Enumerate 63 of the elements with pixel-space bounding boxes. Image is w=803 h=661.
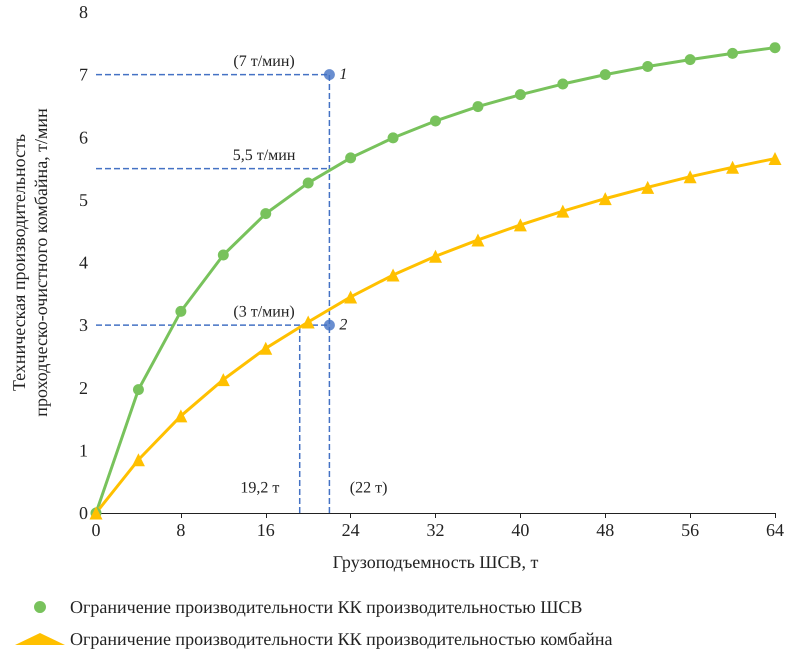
y-tick-label: 7 <box>79 64 88 85</box>
x-tick-label: 8 <box>176 520 186 540</box>
ref-line-label: (7 т/мин) <box>233 53 295 70</box>
point <box>386 268 400 282</box>
point <box>324 69 335 80</box>
point <box>174 409 188 422</box>
point <box>302 315 315 328</box>
point <box>175 306 186 317</box>
point <box>259 342 272 355</box>
y-tick-label: 5 <box>79 190 88 210</box>
x-tick-label: 24 <box>342 520 360 540</box>
point <box>556 204 570 218</box>
point <box>726 160 740 174</box>
x-axis-title: Грузоподъемность ШСВ, т <box>332 552 538 572</box>
ref-line-label: (3 т/мин) <box>233 304 295 321</box>
y-tick-label: 6 <box>79 127 88 148</box>
point <box>471 233 484 246</box>
point <box>641 180 654 194</box>
point <box>514 218 527 232</box>
point <box>472 101 484 112</box>
x-tick-label: 56 <box>681 520 700 540</box>
y-tick-label: 8 <box>79 2 88 22</box>
y-tick-label: 1 <box>79 440 88 460</box>
y-tick-label: 2 <box>79 378 88 398</box>
point <box>514 89 526 100</box>
point <box>684 170 697 184</box>
ref-line-label: (22 т) <box>350 479 388 496</box>
point <box>557 78 568 90</box>
point <box>768 152 782 166</box>
y-axis-title: Техническая производительность проходческо-очистного комбайна, т/мин <box>9 108 51 417</box>
annotation: 1 <box>339 66 348 84</box>
point <box>727 48 738 59</box>
point <box>302 177 314 188</box>
x-tick-label: 40 <box>511 520 530 540</box>
legend-label: Ограничение производительности КК производительностью комбайна <box>70 629 613 649</box>
point <box>600 69 611 80</box>
point <box>598 192 612 206</box>
point <box>429 250 442 263</box>
x-tick-label: 16 <box>256 520 275 540</box>
legend-label: Ограничение производительности КК производительностью ШСВ <box>70 597 582 617</box>
annotation: 2 <box>339 316 348 334</box>
point <box>132 384 144 396</box>
y-tick-label: 4 <box>79 252 88 272</box>
y-tick-label: 0 <box>79 503 88 523</box>
point <box>684 54 696 66</box>
point <box>132 453 145 466</box>
point <box>770 42 780 54</box>
ref-line-label: 5,5 т/мин <box>232 147 296 164</box>
point <box>642 60 654 72</box>
ref-line-label: 19,2 т <box>240 479 280 496</box>
x-tick-label: 32 <box>426 520 444 540</box>
y-tick-label: 3 <box>79 315 88 336</box>
point <box>324 320 335 331</box>
x-tick-label: 48 <box>596 520 614 540</box>
point <box>344 290 358 304</box>
point <box>218 249 229 260</box>
point <box>216 373 230 386</box>
point <box>388 132 399 144</box>
x-tick-label: 0 <box>92 520 100 540</box>
x-tick-label: 64 <box>766 520 784 540</box>
point <box>345 152 356 164</box>
point <box>260 208 272 220</box>
point <box>430 115 441 126</box>
